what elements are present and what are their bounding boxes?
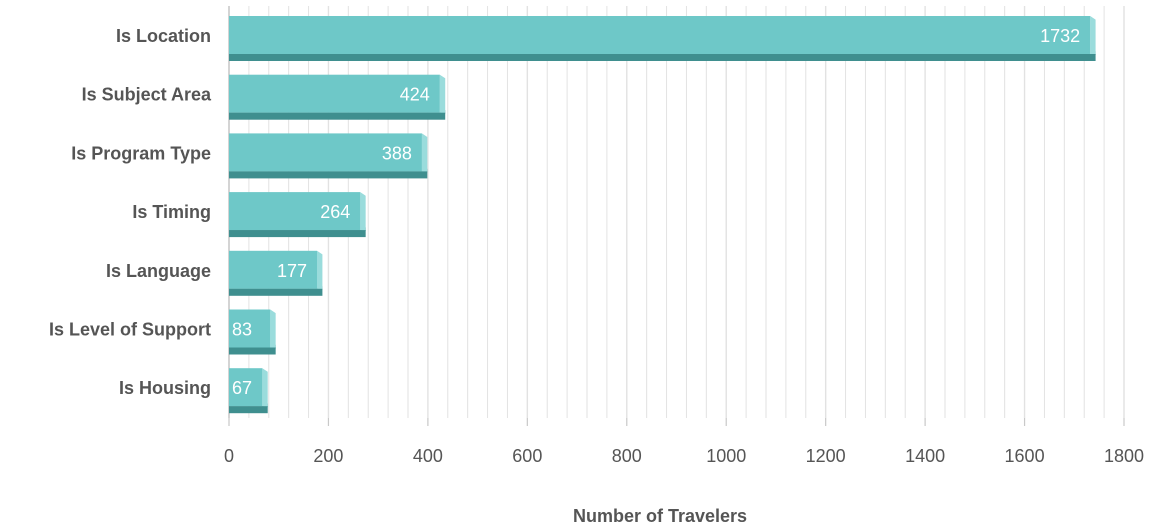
category-label: Is Program Type (71, 143, 211, 163)
bar-face (229, 133, 422, 172)
category-label: Is Housing (119, 378, 211, 398)
x-tick-label: 1800 (1104, 446, 1144, 466)
x-axis-title: Number of Travelers (573, 506, 747, 526)
x-tick-label: 1400 (905, 446, 945, 466)
bar-shadow (229, 112, 446, 120)
bar-shadow (229, 406, 268, 414)
x-tick-label: 1200 (806, 446, 846, 466)
category-label: Is Level of Support (49, 320, 211, 340)
bar (229, 309, 276, 355)
bars: 1732 424 388 264 177 83 67 (229, 16, 1096, 414)
bar-value-label: 264 (320, 202, 350, 222)
bar-value-label: 424 (400, 85, 430, 105)
category-label: Is Timing (132, 202, 211, 222)
bar (229, 16, 1096, 61)
bar (229, 133, 428, 179)
x-tick-label: 1000 (706, 446, 746, 466)
category-label: Is Language (106, 261, 211, 281)
bar-value-label: 388 (382, 143, 412, 163)
bar-value-label: 1732 (1040, 26, 1080, 46)
category-label: Is Subject Area (82, 85, 212, 105)
bar-shadow (229, 54, 1096, 61)
category-labels: Is Location Is Subject Area Is Program Typ… (49, 26, 212, 398)
bar-shadow (229, 230, 366, 238)
bar-value-label: 177 (277, 261, 307, 281)
bar-value-label: 83 (232, 320, 252, 340)
bar (229, 74, 446, 120)
x-tick-label: 1600 (1005, 446, 1045, 466)
bar-side-face (262, 368, 268, 408)
bar-face (229, 16, 1091, 54)
x-tick-label: 800 (612, 446, 642, 466)
bar (229, 250, 323, 296)
bar-face (229, 368, 263, 407)
x-tick-label: 400 (413, 446, 443, 466)
category-label: Is Location (116, 26, 211, 46)
bar-face (229, 74, 440, 113)
bar-side-face (317, 250, 323, 290)
bar-side-face (270, 309, 276, 349)
bar-side-face (360, 192, 366, 231)
bar-face (229, 309, 271, 348)
bar-side-face (421, 133, 428, 173)
bar-shadow (229, 347, 276, 355)
bar-side-face (439, 74, 446, 114)
bar-shadow (229, 171, 428, 179)
bar-face (229, 250, 318, 289)
x-tick-label: 200 (313, 446, 343, 466)
bar (229, 368, 268, 414)
bar-shadow (229, 288, 323, 296)
bar (229, 192, 366, 238)
x-tick-label: 600 (512, 446, 542, 466)
x-tick-label: 0 (224, 446, 234, 466)
x-tick-labels: 0 200 400 600 800 1000 1200 1400 1600 1800 (224, 446, 1144, 466)
bar-face (229, 192, 361, 231)
bar-side-face (1090, 16, 1096, 55)
bar-value-label: 67 (232, 378, 252, 398)
